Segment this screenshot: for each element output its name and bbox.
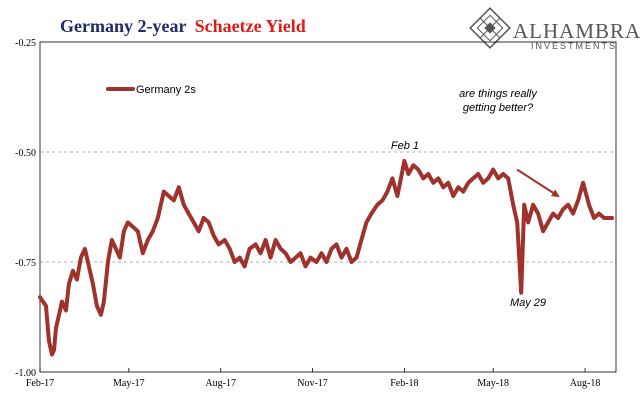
x-tick-label: Aug-17 [205, 378, 236, 389]
grid-lines [40, 151, 616, 263]
logo-diamond-icon [469, 7, 511, 49]
y-tick-label: -0.25 [15, 38, 36, 49]
x-tick-label: Aug-18 [570, 378, 601, 389]
annotation-question-line1: are things really [459, 88, 538, 100]
plot-area [39, 41, 617, 373]
x-tick-label: May-17 [113, 378, 145, 389]
y-tick-label: -0.50 [15, 148, 36, 159]
y-tick-label: -1.00 [15, 368, 36, 379]
legend: Germany 2s [106, 84, 196, 96]
annotation-arrow [516, 168, 560, 198]
x-axis-ticks: Feb-17 May-17 Aug-17 Nov-17 Feb-18 May-18 Aug-… [26, 368, 601, 389]
legend-label: Germany 2s [136, 84, 196, 96]
y-tick-label: -0.75 [15, 258, 36, 269]
y-axis-ticks: -0.25 -0.50 -0.75 -1.00 [15, 38, 36, 379]
title-part-2: Schaetze Yield [195, 16, 306, 36]
annotation-feb1: Feb 1 [391, 140, 419, 152]
annotation-question-line2: getting better? [463, 102, 534, 114]
title-part-1: Germany 2-year [60, 16, 186, 36]
logo-name: ALHAMBRA [513, 19, 641, 43]
alhambra-logo: ALHAMBRA INVESTMENTS [469, 7, 641, 51]
x-tick-label: Feb-17 [26, 378, 54, 389]
x-tick-label: May-18 [477, 378, 509, 389]
series-line-germany-2s [38, 158, 614, 357]
x-tick-label: Feb-18 [390, 378, 418, 389]
x-tick-label: Nov-17 [297, 378, 328, 389]
annotation-may29: May 29 [510, 297, 546, 309]
series-layer [38, 158, 614, 357]
chart-title: Germany 2-year Schaetze Yield [60, 16, 306, 36]
logo-tagline: INVESTMENTS [531, 41, 617, 51]
